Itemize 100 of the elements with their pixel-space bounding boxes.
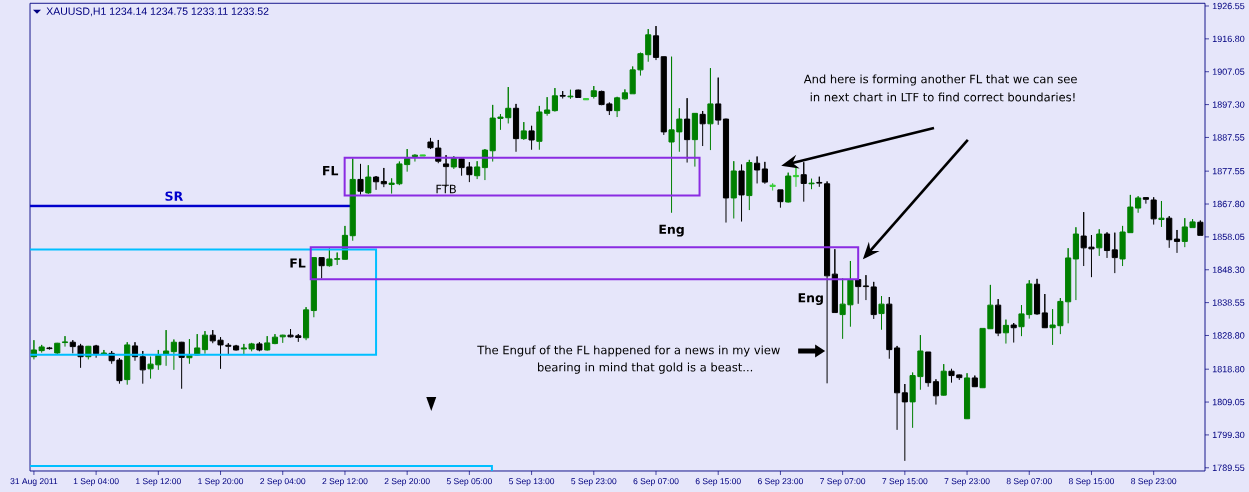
candlestick	[365, 164, 372, 195]
candlestick	[590, 85, 597, 100]
candlestick	[256, 341, 263, 352]
candlestick	[785, 172, 792, 204]
candlestick	[1166, 215, 1173, 249]
y-tick-label: 1799.30	[1212, 431, 1245, 439]
candlestick	[303, 306, 310, 341]
candlestick	[1002, 319, 1009, 345]
x-tick-label: 1 Sep 04:00	[73, 478, 119, 486]
candlestick	[170, 339, 177, 371]
candlestick	[707, 67, 714, 151]
candlestick	[201, 330, 209, 355]
candlestick	[372, 175, 380, 191]
x-tick-label: 5 Sep 23:00	[571, 478, 617, 486]
x-tick-label: 2 Sep 04:00	[260, 478, 306, 486]
x-tick-label: 1 Sep 20:00	[198, 478, 244, 486]
candlestick	[528, 125, 535, 151]
candlestick	[932, 378, 940, 406]
candlestick	[995, 298, 1002, 337]
candlestick	[691, 112, 698, 168]
candlestick	[684, 97, 691, 164]
candlestick	[567, 89, 574, 100]
ref-line-label: SR	[165, 191, 183, 201]
candlestick	[1173, 229, 1181, 254]
y-tick-label: 1867.80	[1212, 200, 1245, 208]
candlestick	[769, 182, 776, 192]
x-tick-label: 31 Aug 2011	[10, 478, 58, 486]
candlestick	[1103, 231, 1111, 259]
candlestick	[264, 335, 271, 352]
annotation: And here is forming another FL that we can see	[803, 74, 1077, 86]
candlestick	[271, 333, 279, 345]
y-tick-label: 1858.05	[1212, 233, 1245, 241]
candlestick	[380, 167, 387, 188]
candlestick	[474, 160, 481, 180]
candlestick	[1142, 196, 1149, 205]
candlestick	[971, 375, 978, 388]
annotation: FTB	[436, 184, 456, 194]
annotation: in next chart in LTF to find correct boundaries!	[810, 92, 1075, 102]
x-tick-label: 8 Sep 07:00	[1006, 478, 1052, 486]
candlestick	[963, 372, 971, 420]
y-tick-label: 1789.55	[1212, 464, 1245, 471]
candlestick	[357, 163, 364, 196]
x-tick-label: 7 Sep 07:00	[820, 478, 866, 486]
candlestick	[93, 344, 100, 359]
candlestick	[520, 121, 527, 141]
x-tick-label: 2 Sep 20:00	[384, 478, 430, 486]
x-tick-label: 6 Sep 15:00	[695, 478, 741, 486]
candlestick	[310, 256, 317, 318]
candlestick	[61, 335, 69, 348]
x-tick-label: 8 Sep 23:00	[1131, 478, 1177, 486]
candlestick	[575, 89, 582, 99]
candlestick	[349, 158, 356, 242]
candlestick	[419, 154, 426, 157]
candlestick	[318, 256, 325, 280]
candlestick	[512, 103, 520, 153]
y-tick-label: 1926.55	[1212, 2, 1245, 10]
candlestick	[816, 176, 823, 188]
candlestick	[715, 77, 722, 126]
x-tick-label: 8 Sep 15:00	[1068, 478, 1115, 486]
candlestick	[862, 274, 870, 301]
x-tick-label: 6 Sep 23:00	[757, 478, 803, 486]
annotation: FL	[323, 166, 339, 176]
candlestick	[878, 295, 885, 331]
candlestick	[163, 329, 170, 367]
x-tick-label: 6 Sep 07:00	[633, 478, 679, 486]
candlestick	[738, 164, 745, 223]
candlestick	[124, 341, 131, 386]
candlestick	[551, 87, 558, 113]
candlestick	[870, 281, 877, 320]
candlestick	[722, 118, 730, 224]
candlestick	[1010, 322, 1017, 344]
annotation: FL	[290, 258, 306, 268]
candlestick	[761, 161, 768, 185]
chart-title: XAUUSD,H1 1234.14 1234.75 1233.11 1233.52	[46, 7, 269, 17]
candlestick	[925, 351, 932, 388]
y-tick-label: 1887.55	[1212, 134, 1245, 141]
candlestick	[54, 342, 61, 355]
x-tick-label: 2 Sep 12:00	[322, 478, 368, 486]
y-tick-label: 1838.55	[1212, 299, 1245, 306]
candlestick	[1041, 293, 1048, 329]
candlestick	[792, 166, 800, 188]
candlestick	[730, 160, 737, 220]
candlestick	[1111, 232, 1118, 274]
candlestick	[746, 159, 753, 211]
candlestick	[777, 189, 784, 209]
candlestick	[46, 346, 53, 351]
candlestick	[1158, 200, 1165, 228]
y-tick-label: 1818.80	[1212, 366, 1245, 373]
candlestick	[660, 55, 667, 136]
y-tick-label: 1907.05	[1212, 68, 1245, 75]
y-tick-label: 1809.05	[1212, 398, 1245, 406]
annotation: Eng	[659, 224, 684, 237]
y-tick-label: 1848.30	[1212, 266, 1245, 273]
annotation: The Enguf of the FL happened for a news in my view	[477, 345, 780, 357]
x-tick-label: 5 Sep 13:00	[509, 478, 555, 486]
candlestick	[559, 90, 566, 100]
candlestick	[831, 248, 838, 314]
annotation: bearing in mind that gold is a beast...	[538, 362, 753, 374]
annotation: Eng	[798, 293, 823, 305]
candlestick	[940, 363, 947, 397]
